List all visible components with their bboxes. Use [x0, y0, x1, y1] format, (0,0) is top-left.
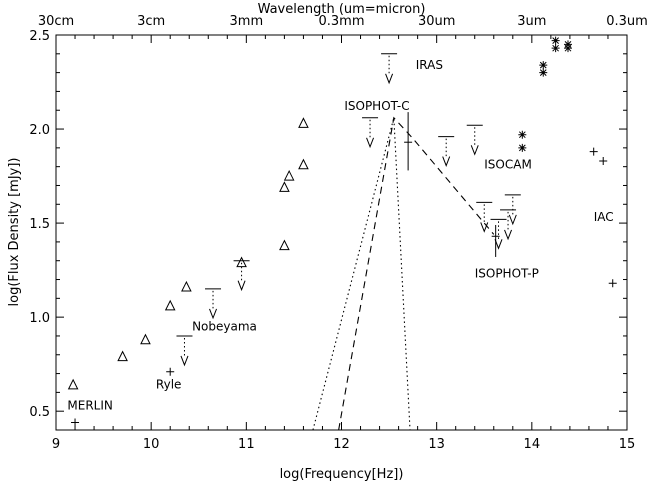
- plus-point: [71, 418, 80, 427]
- triangle-point: [140, 333, 151, 345]
- upper-limit-arrow: [209, 308, 217, 320]
- x-tick-label: 14: [524, 437, 541, 452]
- top-tick-label: 3mm: [230, 14, 264, 29]
- triangle-point: [283, 169, 295, 181]
- top-tick-label: 0.3mm: [318, 14, 364, 29]
- y-tick-label: 1.0: [29, 311, 50, 326]
- model-curves: [312, 116, 495, 431]
- upper-limit-arrow: [480, 222, 489, 233]
- axis-ticks: 9 10 11 12 13 14 15 30cm 3cm 3mm 0.3mm 30um 3um 0.3um…: [29, 14, 647, 452]
- upper-limit-arrow: [504, 229, 513, 241]
- dashed-curve: [338, 116, 495, 431]
- top-tick-label: 3um: [517, 14, 546, 29]
- top-tick-label: 0.3um: [606, 14, 648, 29]
- annotation-label: IRAS: [416, 58, 443, 72]
- top-tick-label: 30um: [418, 14, 455, 29]
- triangle-point: [67, 378, 79, 390]
- annotation-label: ISOPHOT-P: [475, 267, 539, 281]
- upper-limit-arrow: [385, 73, 394, 85]
- annotation-label: ISOPHOT-C: [344, 99, 409, 113]
- asterisk-point: [518, 143, 527, 152]
- triangle-point: [236, 256, 247, 268]
- x-tick-label: 13: [428, 437, 445, 452]
- upper-limit-arrow: [237, 280, 246, 292]
- plus-point: [589, 147, 598, 156]
- triangle-point: [298, 158, 309, 170]
- top-tick-label: 30cm: [38, 14, 74, 29]
- plus-point: [166, 367, 175, 376]
- top-axis-title: Wavelength (um=micron): [258, 2, 426, 17]
- asterisk-point: [539, 61, 548, 70]
- upper-limit-arrow: [470, 145, 479, 156]
- upper-limit-arrow: [494, 239, 503, 250]
- plus-point: [599, 157, 608, 166]
- asterisk-point: [551, 44, 560, 53]
- dotted-curve: [312, 117, 411, 431]
- asterisk-point: [563, 40, 572, 49]
- upper-limit-arrow: [366, 137, 375, 149]
- y-tick-label: 0.5: [29, 405, 50, 420]
- annotation-label: Ryle: [156, 378, 182, 392]
- x-tick-label: 11: [238, 437, 255, 452]
- annotation-label: ISOCAM: [484, 158, 532, 172]
- triangle-point: [279, 181, 290, 192]
- upper-limit-arrow: [508, 214, 517, 226]
- y-tick-label: 1.5: [29, 217, 50, 232]
- annotation-label: IAC: [594, 210, 614, 224]
- x-tick-label: 10: [143, 437, 160, 452]
- triangle-point: [164, 299, 176, 311]
- upper-limit-arrow: [180, 355, 189, 367]
- triangle-point: [117, 350, 128, 362]
- triangle-point: [181, 280, 192, 292]
- y-tick-label: 2.5: [29, 29, 50, 44]
- annotations: MERLIN Ryle Nobeyama IRAS ISOPHOT-C ISOCAM IAC…: [67, 58, 613, 412]
- asterisk-point: [551, 36, 560, 45]
- x-tick-label: 15: [619, 437, 636, 452]
- asterisk-point: [518, 130, 527, 139]
- triangle-point: [279, 239, 290, 251]
- y-tick-label: 2.0: [29, 123, 50, 138]
- y-axis-title: log(Flux Density [mJy]): [7, 157, 22, 306]
- annotation-label: MERLIN: [67, 398, 112, 412]
- x-tick-label: 12: [333, 437, 350, 452]
- data-marks: [67, 36, 617, 427]
- plot-frame: [55, 34, 628, 431]
- annotation-label: Nobeyama: [192, 319, 257, 333]
- top-tick-label: 3cm: [137, 14, 165, 29]
- triangle-point: [298, 117, 309, 128]
- asterisk-point: [539, 68, 548, 77]
- x-axis-title: log(Frequency[Hz]): [280, 467, 404, 482]
- x-tick-label: 9: [52, 437, 60, 452]
- plus-point: [608, 279, 617, 288]
- upper-limit-arrow: [442, 156, 451, 167]
